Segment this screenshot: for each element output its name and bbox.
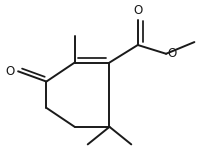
Text: O: O — [167, 47, 177, 60]
Text: O: O — [133, 4, 142, 17]
Text: O: O — [6, 65, 15, 78]
